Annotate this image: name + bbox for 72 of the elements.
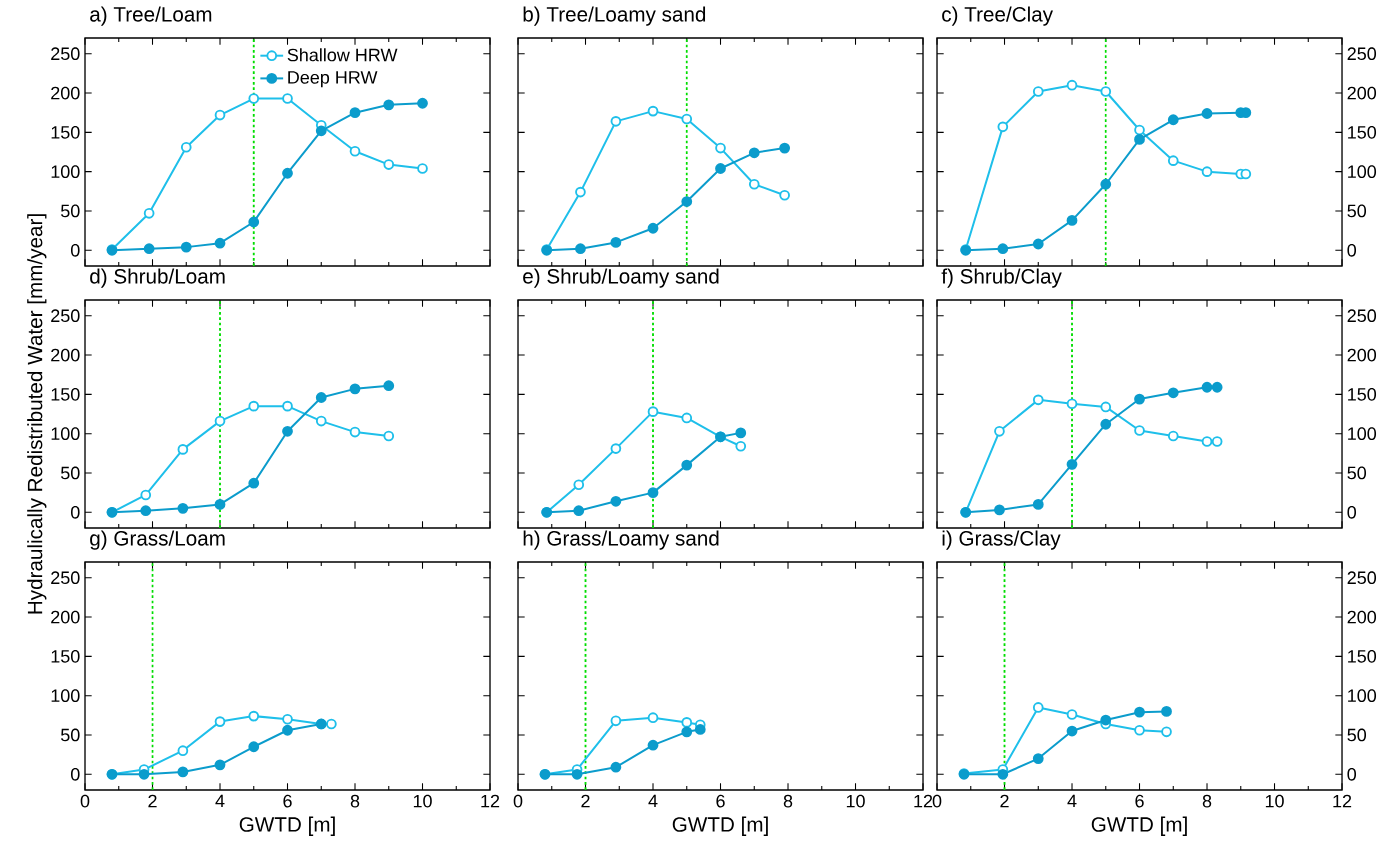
y-tick-label: 250	[1347, 47, 1377, 61]
y-tick-label: 100	[51, 689, 80, 703]
x-axis-title: GWTD [m]	[672, 816, 768, 836]
y-tick-label: 250	[1347, 309, 1377, 323]
y-tick-label: 0	[70, 243, 80, 257]
x-tick-label: 10	[846, 794, 865, 808]
y-tick-label: 150	[1348, 649, 1377, 663]
y-tick-label: 100	[51, 427, 80, 441]
x-tick-label: 4	[1067, 794, 1077, 808]
x-tick-label: 2	[1000, 794, 1009, 808]
y-tick-label: 0	[1347, 767, 1357, 781]
y-tick-label: 250	[51, 47, 80, 61]
y-tick-label: 50	[60, 204, 80, 218]
x-tick-label: 2	[581, 794, 590, 808]
y-tick-label: 50	[60, 466, 80, 480]
x-tick-label: 0	[513, 794, 523, 808]
y-tick-label: 150	[1348, 125, 1377, 139]
chart-title: c) Tree/Clay	[942, 6, 1053, 26]
x-tick-label: 6	[716, 794, 725, 808]
legend-label: Deep HRW	[288, 71, 378, 88]
x-tick-label: 10	[1265, 794, 1284, 808]
legend-label: Shallow HRW	[287, 48, 398, 62]
x-tick-label: 2	[148, 794, 157, 808]
x-tick-label: 4	[648, 794, 658, 808]
y-tick-label: 150	[51, 649, 80, 663]
x-tick-label: 10	[413, 794, 432, 808]
y-tick-label: 0	[1347, 505, 1357, 519]
y-tick-label: 200	[51, 348, 80, 362]
x-axis-title: GWTD [m]	[239, 816, 335, 836]
x-tick-label: 4	[215, 794, 225, 808]
x-tick-label: 8	[783, 794, 793, 808]
y-tick-label: 250	[51, 571, 80, 585]
y-tick-label: 50	[1347, 204, 1367, 218]
y-tick-label: 0	[70, 505, 80, 519]
x-tick-label: 12	[914, 794, 933, 808]
x-tick-label: 8	[1202, 794, 1212, 808]
chart-title: a) Tree/Loam	[90, 6, 212, 26]
y-tick-label: 100	[1348, 165, 1377, 179]
y-axis-title: Hydraulically Redistributed Water [mm/year]	[27, 214, 47, 614]
y-tick-label: 50	[60, 728, 80, 742]
x-tick-label: 0	[80, 794, 90, 808]
x-tick-label: 12	[481, 794, 500, 808]
y-tick-label: 100	[1348, 689, 1377, 703]
y-tick-label: 200	[1347, 348, 1377, 362]
x-tick-label: 6	[1135, 794, 1144, 808]
x-tick-label: 12	[1333, 794, 1352, 808]
x-axis-title: GWTD [m]	[1091, 816, 1187, 836]
y-tick-label: 200	[51, 610, 80, 624]
y-tick-label: 250	[1347, 571, 1377, 585]
chart-title: e) Shrub/Loamy sand	[523, 268, 719, 288]
y-tick-label: 150	[1348, 387, 1377, 401]
y-tick-label: 50	[1347, 466, 1367, 480]
chart-title: g) Grass/Loam	[90, 530, 225, 550]
chart-title: b) Tree/Loamy sand	[523, 6, 706, 26]
chart-title: i) Grass/Clay	[942, 530, 1061, 550]
y-tick-label: 100	[1348, 427, 1377, 441]
y-tick-label: 50	[1347, 728, 1367, 742]
y-tick-label: 0	[70, 767, 80, 781]
x-tick-label: 8	[350, 794, 360, 808]
y-tick-label: 100	[51, 165, 80, 179]
y-tick-label: 200	[1347, 86, 1377, 100]
chart-title: d) Shrub/Loam	[90, 268, 225, 288]
y-tick-label: 150	[51, 125, 80, 139]
y-tick-label: 250	[51, 309, 80, 323]
chart-title: h) Grass/Loamy sand	[523, 530, 719, 550]
chart-title: f) Shrub/Clay	[941, 268, 1062, 288]
x-tick-label: 0	[932, 794, 942, 808]
y-tick-label: 0	[1347, 243, 1357, 257]
y-tick-label: 150	[51, 387, 80, 401]
x-tick-label: 6	[283, 794, 292, 808]
y-tick-label: 200	[1347, 610, 1377, 624]
y-tick-label: 200	[51, 86, 80, 100]
